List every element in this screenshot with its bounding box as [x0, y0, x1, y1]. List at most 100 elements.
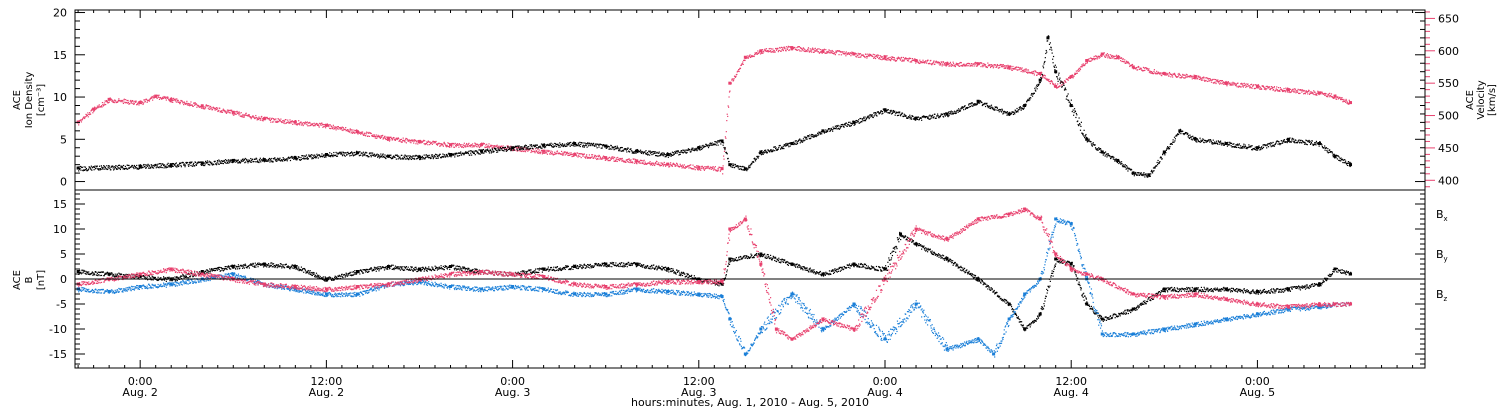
trace-dot-velocity: [1329, 95, 1332, 97]
trace-dot-velocity: [1268, 86, 1271, 88]
trace-dot-density: [388, 156, 390, 158]
trace-dot-density: [271, 161, 273, 163]
trace-dot-velocity: [418, 140, 420, 142]
trace-dot-velocity: [107, 102, 109, 104]
trace-dot-velocity: [209, 106, 211, 108]
trace-dot-velocity: [1004, 65, 1006, 67]
trace-dot-velocity: [883, 58, 885, 60]
trace-dot-velocity: [818, 52, 821, 54]
trace-dot-density: [604, 145, 606, 148]
trace-dot-density: [306, 156, 308, 158]
trace-dot-density: [614, 148, 616, 150]
trace-dot-density: [839, 125, 841, 127]
trace-dot-velocity: [454, 142, 456, 144]
trace-dot-velocity: [524, 151, 527, 153]
trace-dot-density: [324, 155, 326, 157]
trace-dot-velocity: [664, 164, 666, 166]
trace-dot-density: [1022, 108, 1025, 110]
trace-dot-velocity: [948, 63, 951, 65]
trace-dot-velocity: [281, 121, 283, 124]
trace-dot-velocity: [345, 126, 347, 129]
trace-dot-density: [636, 148, 638, 151]
trace-dot-velocity: [872, 55, 874, 58]
trace-dot-velocity: [1327, 93, 1329, 95]
trace-dot-density: [159, 166, 161, 168]
trace-dot-velocity: [126, 99, 128, 102]
trace-dot-velocity: [1025, 70, 1027, 72]
trace-dot-velocity: [108, 101, 110, 103]
trace-dot-velocity: [1117, 55, 1119, 57]
trace-dot-velocity: [584, 156, 586, 159]
trace-dot-density: [640, 152, 643, 154]
trace-dot-velocity: [351, 131, 353, 133]
trace-dot-density: [338, 152, 340, 154]
trace-dot-velocity: [1049, 80, 1051, 83]
trace-dot-velocity: [92, 109, 94, 111]
trace-dot-velocity: [1175, 76, 1177, 78]
trace-dot-density: [378, 157, 381, 159]
trace-dot-velocity: [122, 102, 125, 105]
trace-dot-velocity: [971, 65, 973, 67]
trace-dot-velocity: [1234, 82, 1236, 84]
trace-dot-velocity: [396, 138, 398, 141]
trace-dot-density: [172, 165, 174, 168]
trace-dot-velocity: [113, 100, 115, 102]
trace-dot-density: [368, 153, 371, 155]
trace-dot-velocity: [764, 49, 767, 52]
trace-dot-density: [934, 113, 936, 115]
trace-dot-velocity: [101, 106, 103, 108]
trace-dot-density: [373, 153, 376, 155]
trace-dot-density: [963, 105, 966, 108]
trace-dot-velocity: [290, 122, 292, 124]
trace-dot-velocity: [703, 169, 706, 171]
trace-dot-density: [482, 152, 484, 154]
trace-dot-density: [469, 154, 471, 156]
trace-dot-density: [746, 170, 748, 172]
trace-dot-density: [431, 154, 434, 156]
trace-dot-velocity: [1263, 86, 1265, 88]
data-point-density: [573, 142, 577, 146]
trace-dot-velocity: [1024, 68, 1026, 70]
trace-dot-density: [472, 152, 475, 154]
trace-dot-density: [678, 151, 680, 154]
trace-dot-velocity: [838, 54, 840, 56]
trace-dot-velocity: [1067, 79, 1069, 81]
trace-dot-velocity: [806, 49, 809, 51]
trace-dot-density: [821, 133, 823, 135]
trace-dot-density: [297, 158, 299, 160]
trace-dot-velocity: [110, 99, 113, 101]
trace-dot-density: [607, 145, 610, 148]
trace-dot-density: [973, 104, 975, 106]
trace-dot-density: [891, 112, 894, 115]
trace-dot-density: [223, 160, 225, 162]
trace-dot-velocity: [702, 167, 704, 170]
trace-dot-velocity: [149, 98, 151, 101]
trace-dot-velocity: [377, 134, 379, 136]
trace-dot-density: [1029, 99, 1031, 101]
trace-dot-density: [294, 155, 297, 158]
trace-dot-density: [877, 111, 879, 113]
trace-dot-velocity: [174, 98, 176, 101]
trace-dot-velocity: [885, 55, 887, 57]
trace-dot-density: [523, 146, 525, 148]
trace-dot-velocity: [209, 108, 211, 110]
trace-dot-density: [910, 117, 912, 119]
trace-dot-velocity: [429, 141, 431, 143]
trace-dot-density: [104, 166, 107, 168]
trace-dot-velocity: [408, 139, 411, 141]
trace-dot-velocity: [707, 166, 710, 168]
trace-dot-velocity: [1216, 80, 1218, 82]
trace-dot-density: [1012, 111, 1014, 113]
trace-dot-velocity: [131, 102, 133, 104]
trace-dot-density: [195, 164, 198, 166]
trace-dot-density: [542, 144, 544, 146]
trace-dot-velocity: [876, 55, 878, 57]
trace-dot-density: [980, 101, 982, 103]
trace-dot-velocity: [330, 127, 332, 130]
trace-dot-density: [911, 118, 913, 120]
trace-dot-velocity: [416, 140, 418, 142]
trace-dot-velocity: [573, 153, 575, 155]
trace-dot-density: [511, 149, 513, 151]
trace-dot-density: [234, 161, 236, 163]
trace-dot-density: [178, 164, 180, 166]
